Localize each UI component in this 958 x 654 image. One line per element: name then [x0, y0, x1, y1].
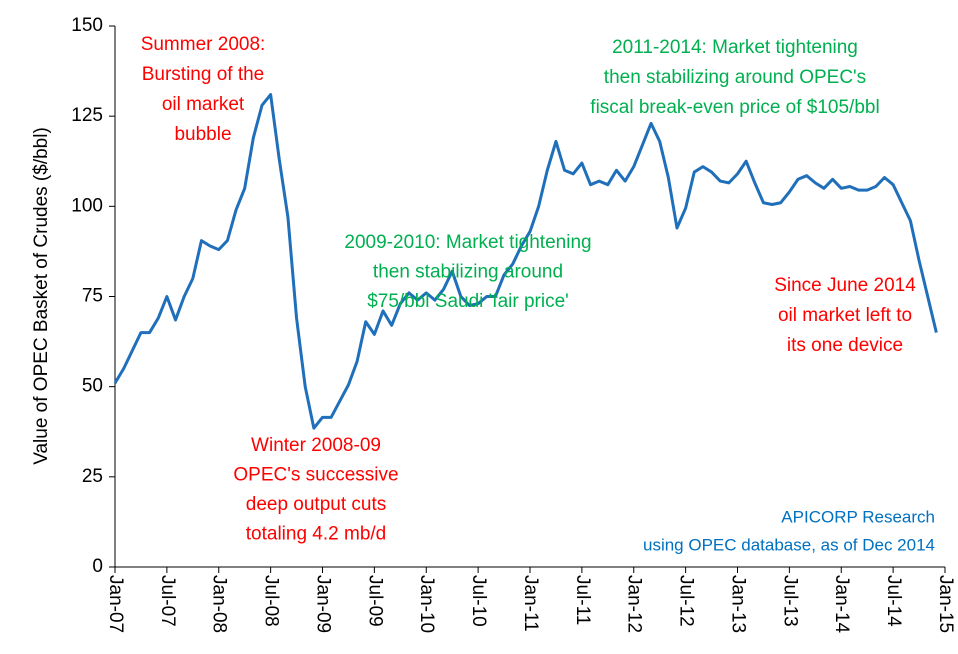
y-tick-label: 50: [82, 376, 103, 397]
x-tick-label: Jan-07: [105, 575, 126, 633]
annotation: totaling 4.2 mb/d: [246, 524, 386, 545]
annotation: $75/bbl Saudi 'fair price': [367, 291, 569, 312]
x-tick-label: Jul-13: [779, 575, 800, 627]
x-tick-label: Jul-12: [676, 575, 697, 627]
x-tick-label: Jan-08: [209, 575, 230, 633]
y-tick-label: 25: [82, 466, 103, 487]
annotation: deep output cuts: [246, 494, 387, 515]
y-tick-label: 0: [92, 556, 103, 577]
annotation: fiscal break-even price of $105/bbl: [590, 97, 879, 118]
annotation: Bursting of the: [142, 64, 265, 85]
y-tick-label: 75: [82, 286, 103, 307]
annotation: APICORP Research: [781, 507, 935, 526]
x-tick-label: Jul-07: [157, 575, 178, 627]
x-tick-label: Jul-09: [364, 575, 385, 627]
annotation: using OPEC database, as of Dec 2014: [643, 535, 935, 554]
x-tick-label: Jul-11: [572, 575, 593, 625]
x-tick-label: Jan-10: [416, 575, 437, 633]
annotation: its one device: [787, 335, 903, 356]
annotation: Since June 2014: [774, 275, 916, 296]
y-axis-label: Value of OPEC Basket of Crudes ($/bbl): [31, 127, 52, 465]
x-tick-label: Jan-15: [935, 575, 956, 633]
annotation: 2011-2014: Market tightening: [612, 37, 858, 58]
annotation: Winter 2008-09: [251, 435, 381, 456]
x-tick-label: Jul-08: [261, 575, 282, 627]
y-tick-label: 100: [71, 195, 103, 216]
x-tick-label: Jan-14: [831, 575, 852, 634]
x-tick-label: Jan-12: [624, 575, 645, 633]
annotation: OPEC's successive: [233, 465, 398, 486]
line-series: [113, 93, 938, 430]
annotation: oil market left to: [778, 305, 912, 326]
y-tick-label: 125: [71, 105, 103, 126]
annotation: Summer 2008:: [141, 34, 266, 55]
y-tick-label: 150: [71, 15, 103, 36]
x-tick-label: Jan-11: [520, 575, 541, 632]
annotation: bubble: [174, 124, 231, 145]
annotation: oil market: [162, 94, 245, 115]
annotation: then stabilizing around: [373, 262, 563, 283]
annotation: then stabilizing around OPEC's: [604, 67, 866, 88]
x-tick-label: Jan-09: [312, 575, 333, 633]
x-tick-label: Jul-14: [883, 575, 904, 627]
x-tick-label: Jan-13: [727, 575, 748, 633]
x-tick-label: Jul-10: [468, 575, 489, 627]
annotation: 2009-2010: Market tightening: [344, 232, 591, 253]
